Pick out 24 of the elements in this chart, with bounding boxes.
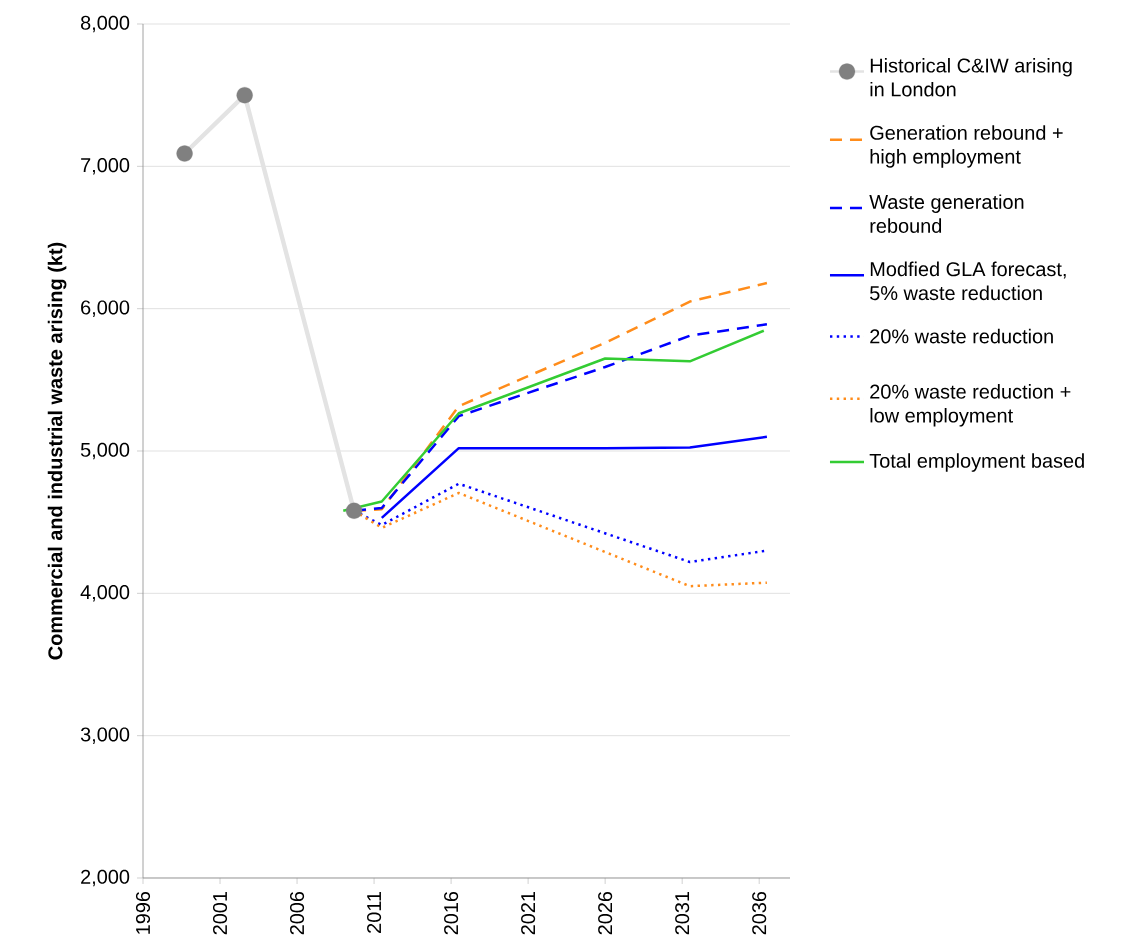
y-axis-title: Commercial and industrial waste arising (kt) (47, 242, 67, 660)
legend-label: Total employment based (869, 453, 1084, 472)
y-tick-label: 8,000 (80, 15, 130, 33)
y-tick-label: 3,000 (80, 727, 130, 744)
y-tick-label: 6,000 (81, 300, 130, 317)
y-tick-label: 4,000 (80, 585, 130, 602)
legend-label: Generation rebound + high employment (870, 125, 1063, 168)
legend-label: 20% waste reduction + low employment (870, 384, 1071, 427)
x-tick-label: 2006 (290, 891, 305, 935)
x-tick-label: 2026 (598, 891, 613, 935)
x-tick-label: 2001 (212, 892, 228, 935)
y-tick-label: 5,000 (80, 442, 130, 460)
x-tick-label: 2016 (444, 891, 459, 935)
x-tick-label: 1996 (135, 891, 151, 934)
x-tick-label: 2011 (367, 891, 382, 933)
x-tick-label: 2021 (521, 892, 536, 935)
x-tick-label: 2031 (675, 892, 690, 935)
y-tick-label: 2,000 (81, 869, 130, 887)
legend-label: Modfied GLA forecast, 5% waste reduction (870, 261, 1066, 301)
legend-label: Waste generation rebound (869, 194, 1024, 233)
y-tick-label: 7,000 (81, 158, 130, 175)
legend-label: Historical C&IW arising in London (870, 57, 1072, 97)
legend-label: 20% waste reduction (870, 328, 1053, 344)
x-tick-label: 2036 (752, 891, 767, 935)
